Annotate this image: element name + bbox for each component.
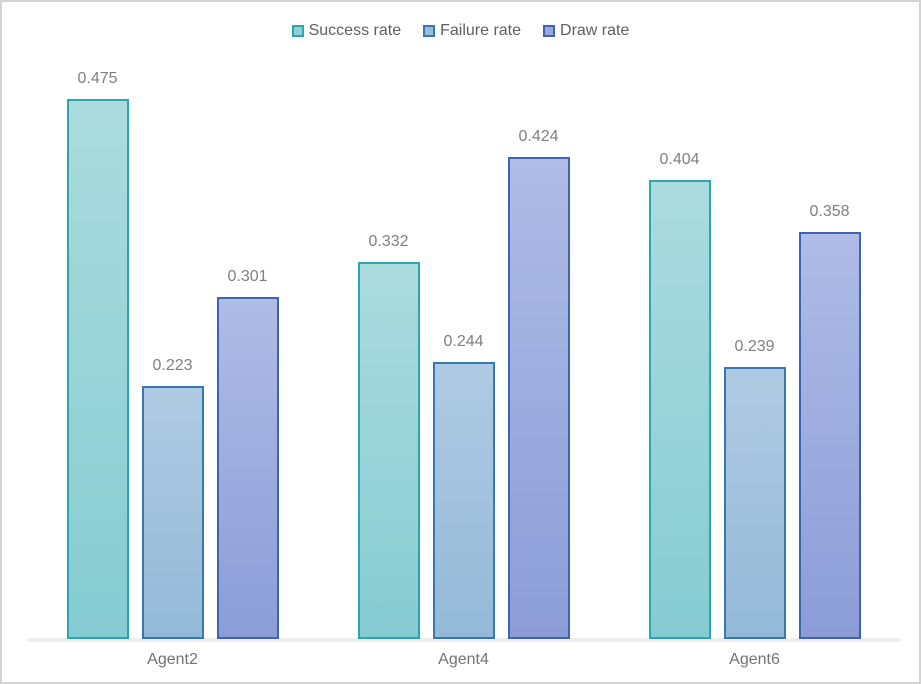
- data-label-success-agent6: 0.404: [659, 151, 700, 169]
- data-label-failure-agent4: 0.244: [443, 332, 484, 350]
- bar-failure-agent4[interactable]: [432, 361, 495, 639]
- bar-draw-agent4[interactable]: [507, 157, 570, 639]
- bar-success-agent4[interactable]: [357, 261, 420, 639]
- legend-item-draw-rate[interactable]: Draw rate: [543, 22, 629, 40]
- legend-label-draw-rate: Draw rate: [560, 22, 630, 39]
- bar-success-agent6[interactable]: [648, 180, 711, 639]
- data-label-success-agent2: 0.475: [77, 70, 118, 88]
- x-axis-label-agent4: Agent4: [438, 651, 489, 668]
- x-axis-line: [27, 638, 900, 642]
- data-label-failure-agent6: 0.239: [734, 338, 775, 356]
- legend-label-failure-rate: Failure rate: [440, 22, 522, 39]
- bar-success-agent2[interactable]: [66, 99, 129, 639]
- draw-rate-swatch-icon: [543, 25, 556, 37]
- data-label-draw-agent4: 0.424: [518, 128, 559, 146]
- legend-label-success-rate: Success rate: [308, 22, 402, 39]
- data-label-failure-agent2: 0.223: [152, 356, 193, 374]
- bar-draw-agent2[interactable]: [216, 297, 279, 639]
- x-axis-label-agent2: Agent2: [147, 651, 198, 668]
- x-axis-label-agent6: Agent6: [729, 651, 780, 668]
- legend-item-failure-rate[interactable]: Failure rate: [423, 22, 521, 40]
- bar-draw-agent6[interactable]: [798, 232, 861, 639]
- legend: Success rate Failure rate Draw rate: [2, 22, 919, 40]
- data-label-draw-agent6: 0.358: [809, 203, 850, 221]
- bar-failure-agent6[interactable]: [723, 367, 786, 639]
- legend-item-success-rate[interactable]: Success rate: [291, 22, 402, 40]
- data-label-success-agent4: 0.332: [368, 232, 409, 250]
- bar-failure-agent2[interactable]: [141, 385, 204, 639]
- failure-rate-swatch-icon: [423, 25, 436, 37]
- data-label-draw-agent2: 0.301: [227, 268, 268, 286]
- success-rate-swatch-icon: [291, 25, 304, 37]
